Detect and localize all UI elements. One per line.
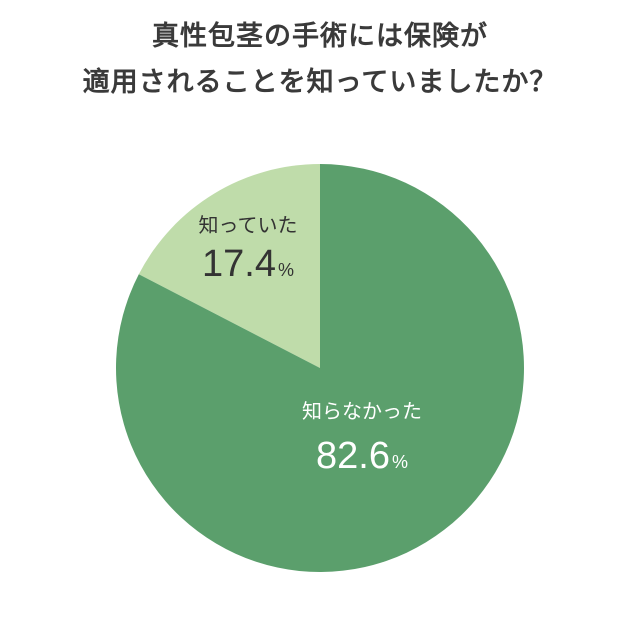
- slice-label-name: 知らなかった: [302, 399, 422, 423]
- chart-title: 真性包茎の手術には保険が 適用されることを知っていましたか？: [0, 14, 640, 106]
- slice-label-value: 82.6%: [316, 435, 408, 477]
- pie-slice-knew: [138, 164, 320, 368]
- pie-slice-did-not-know: [116, 164, 524, 573]
- slice-label-value: 17.4%: [202, 243, 294, 285]
- chart-title-line-2: 適用されることを知っていましたか？: [82, 67, 558, 98]
- chart-title-line-1: 真性包茎の手術には保険が: [152, 21, 488, 52]
- slice-label-name: 知っていた: [199, 213, 298, 237]
- pie-labels: 知っていた 17.4 % 知らなかった 82.6%: [199, 213, 423, 477]
- pie-slices: [116, 164, 524, 573]
